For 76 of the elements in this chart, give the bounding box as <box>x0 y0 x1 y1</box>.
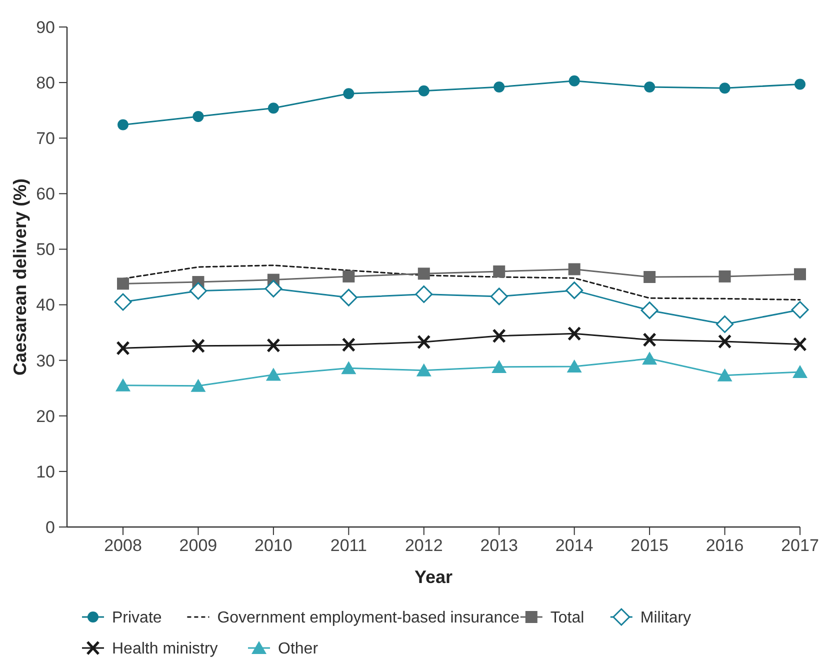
point <box>492 328 506 344</box>
y-tick-label: 0 <box>46 518 55 537</box>
x-tick-label: 2010 <box>254 536 292 555</box>
point <box>493 265 506 278</box>
point <box>568 263 580 276</box>
point <box>340 288 358 306</box>
point <box>118 119 128 130</box>
point <box>792 365 808 378</box>
point <box>191 338 206 354</box>
point <box>794 78 806 90</box>
point <box>717 368 732 382</box>
point <box>642 332 656 348</box>
x-tick-label: 2009 <box>179 536 218 555</box>
x-axis-title: Year <box>414 567 453 587</box>
point <box>568 326 582 341</box>
y-tick-label: 20 <box>36 406 55 426</box>
point <box>644 82 656 92</box>
point <box>640 302 658 320</box>
point <box>642 352 658 365</box>
point <box>793 336 807 352</box>
legend-label: Private <box>112 610 162 627</box>
y-axis-title: Caesarean delivery (%) <box>10 178 30 376</box>
point <box>342 270 355 282</box>
point <box>418 85 430 96</box>
point <box>343 88 354 100</box>
point <box>794 268 806 280</box>
point <box>192 110 204 122</box>
x-tick-label: 2011 <box>330 536 367 555</box>
point <box>719 82 730 94</box>
x-tick-label: 2013 <box>480 536 518 555</box>
y-tick-label: 70 <box>36 129 55 148</box>
point <box>266 338 280 353</box>
x-tick-label: 2015 <box>630 536 668 555</box>
point <box>190 378 206 392</box>
point <box>417 334 431 350</box>
point <box>416 363 432 376</box>
point <box>189 282 207 300</box>
point <box>490 288 508 306</box>
legend-label: Other <box>278 640 319 658</box>
legend-label: Military <box>640 610 692 627</box>
x-tick-label: 2014 <box>555 536 594 555</box>
x-tick-label: 2017 <box>781 536 819 555</box>
point <box>718 270 731 282</box>
legend-label: Health ministry <box>112 640 218 658</box>
legend-label: Total <box>550 610 584 627</box>
point <box>116 378 130 392</box>
point <box>494 82 505 92</box>
point <box>266 368 281 381</box>
x-tick-label: 2012 <box>404 536 443 555</box>
point <box>341 361 356 374</box>
y-tick-label: 30 <box>36 351 55 370</box>
point <box>116 340 130 356</box>
point <box>342 337 356 352</box>
point <box>718 334 732 349</box>
point <box>566 359 582 372</box>
point <box>415 285 433 303</box>
y-tick-label: 10 <box>36 462 55 482</box>
y-tick-label: 40 <box>36 296 55 315</box>
y-tick-label: 50 <box>36 240 55 260</box>
y-tick-label: 80 <box>36 74 55 93</box>
point <box>264 280 282 298</box>
point <box>114 293 132 311</box>
point <box>268 102 279 114</box>
point <box>566 282 584 300</box>
point <box>568 75 580 86</box>
y-tick-label: 90 <box>36 18 55 37</box>
x-tick-label: 2016 <box>706 536 744 555</box>
legend-label: Government employment-based insurance <box>217 610 520 627</box>
point <box>644 271 656 283</box>
point <box>791 301 809 319</box>
y-tick-label: 60 <box>36 184 55 204</box>
point <box>492 360 507 373</box>
point <box>117 278 129 290</box>
point <box>418 268 430 280</box>
point <box>716 315 734 333</box>
x-tick-label: 2008 <box>104 536 142 555</box>
